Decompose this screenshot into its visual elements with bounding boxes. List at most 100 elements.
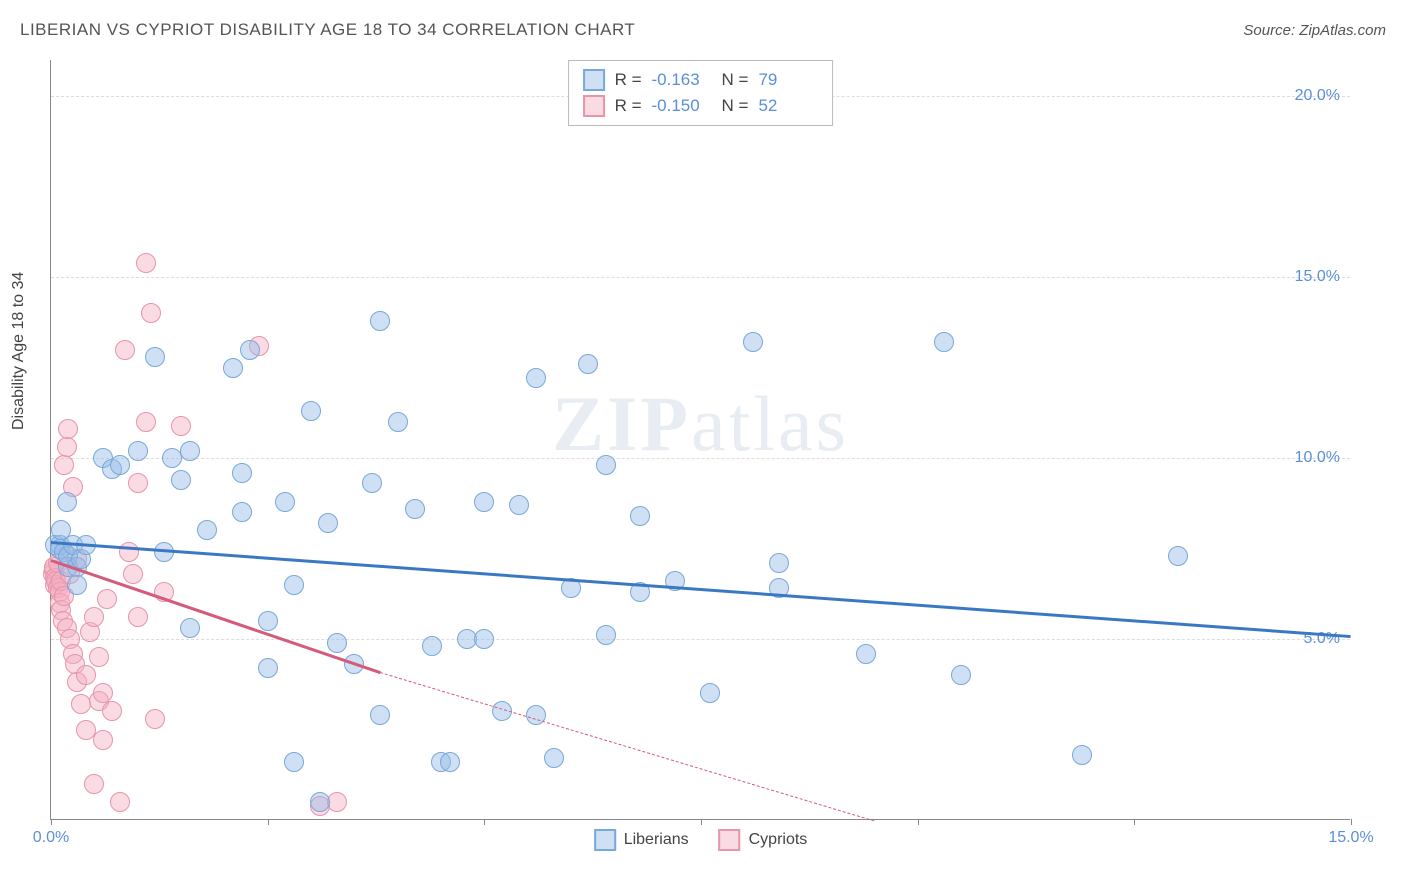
n-label: N = [722, 70, 749, 90]
swatch-cypriots [583, 95, 605, 117]
data-point-liberians [405, 499, 425, 519]
data-point-liberians [232, 463, 252, 483]
data-point-liberians [180, 618, 200, 638]
data-point-liberians [275, 492, 295, 512]
data-point-liberians [284, 752, 304, 772]
data-point-cypriots [128, 473, 148, 493]
data-point-liberians [145, 347, 165, 367]
x-tick-mark [918, 819, 919, 825]
data-point-liberians [630, 506, 650, 526]
data-point-cypriots [93, 730, 113, 750]
swatch-cypriots [719, 829, 741, 851]
swatch-liberians [594, 829, 616, 851]
data-point-cypriots [93, 683, 113, 703]
data-point-liberians [1168, 546, 1188, 566]
n-value-liberians: 79 [758, 70, 818, 90]
data-point-liberians [128, 441, 148, 461]
data-point-liberians [197, 520, 217, 540]
data-point-liberians [856, 644, 876, 664]
x-tick-mark [1134, 819, 1135, 825]
data-point-cypriots [84, 774, 104, 794]
source-attribution: Source: ZipAtlas.com [1243, 22, 1386, 39]
data-point-cypriots [76, 665, 96, 685]
data-point-cypriots [110, 792, 130, 812]
data-point-cypriots [58, 419, 78, 439]
chart-header: LIBERIAN VS CYPRIOT DISABILITY AGE 18 TO… [20, 20, 1386, 40]
data-point-liberians [240, 340, 260, 360]
data-point-liberians [327, 633, 347, 653]
watermark-text: ZIPatlas [552, 379, 849, 469]
data-point-liberians [310, 792, 330, 812]
x-tick-mark [268, 819, 269, 825]
chart-title: LIBERIAN VS CYPRIOT DISABILITY AGE 18 TO… [20, 20, 635, 40]
data-point-cypriots [97, 589, 117, 609]
data-point-liberians [440, 752, 460, 772]
data-point-liberians [474, 629, 494, 649]
data-point-cypriots [145, 709, 165, 729]
data-point-liberians [474, 492, 494, 512]
data-point-liberians [284, 575, 304, 595]
legend-item-cypriots: Cypriots [719, 829, 808, 851]
y-axis-label: Disability Age 18 to 34 [10, 272, 28, 430]
data-point-cypriots [136, 412, 156, 432]
data-point-liberians [301, 401, 321, 421]
data-point-liberians [743, 332, 763, 352]
scatter-chart: ZIPatlas R = -0.163 N = 79 R = -0.150 N … [50, 60, 1350, 820]
x-tick-label: 15.0% [1328, 829, 1373, 847]
data-point-liberians [370, 705, 390, 725]
data-point-liberians [180, 441, 200, 461]
data-point-liberians [370, 311, 390, 331]
data-point-liberians [67, 575, 87, 595]
data-point-liberians [362, 473, 382, 493]
data-point-liberians [509, 495, 529, 515]
series-legend: Liberians Cypriots [594, 829, 808, 851]
data-point-liberians [110, 455, 130, 475]
x-tick-mark [484, 819, 485, 825]
trend-line-cypriots-extrapolated [380, 672, 874, 821]
y-tick-label: 10.0% [1295, 449, 1340, 467]
r-value-liberians: -0.163 [652, 70, 712, 90]
data-point-liberians [596, 455, 616, 475]
data-point-liberians [578, 354, 598, 374]
data-point-cypriots [54, 455, 74, 475]
source-name: ZipAtlas.com [1299, 22, 1386, 39]
x-tick-mark [51, 819, 52, 825]
data-point-cypriots [141, 303, 161, 323]
watermark-atlas: atlas [691, 380, 849, 467]
data-point-cypriots [136, 253, 156, 273]
data-point-liberians [57, 492, 77, 512]
data-point-liberians [951, 665, 971, 685]
data-point-cypriots [171, 416, 191, 436]
data-point-cypriots [327, 792, 347, 812]
data-point-liberians [422, 636, 442, 656]
data-point-cypriots [102, 701, 122, 721]
data-point-liberians [934, 332, 954, 352]
y-tick-label: 15.0% [1295, 268, 1340, 286]
data-point-liberians [769, 553, 789, 573]
watermark-zip: ZIP [552, 380, 691, 467]
data-point-liberians [1072, 745, 1092, 765]
legend-row-liberians: R = -0.163 N = 79 [583, 67, 819, 93]
data-point-liberians [232, 502, 252, 522]
data-point-liberians [526, 368, 546, 388]
data-point-liberians [700, 683, 720, 703]
trend-line-liberians [51, 541, 1351, 638]
data-point-liberians [258, 658, 278, 678]
swatch-liberians [583, 69, 605, 91]
legend-item-liberians: Liberians [594, 829, 689, 851]
legend-label-liberians: Liberians [624, 831, 689, 849]
data-point-cypriots [128, 607, 148, 627]
data-point-cypriots [57, 437, 77, 457]
data-point-liberians [318, 513, 338, 533]
gridline [51, 458, 1350, 459]
legend-row-cypriots: R = -0.150 N = 52 [583, 93, 819, 119]
n-label: N = [722, 96, 749, 116]
x-tick-mark [701, 819, 702, 825]
source-prefix: Source: [1243, 22, 1299, 39]
data-point-cypriots [115, 340, 135, 360]
data-point-liberians [596, 625, 616, 645]
r-value-cypriots: -0.150 [652, 96, 712, 116]
x-tick-label: 0.0% [33, 829, 69, 847]
y-tick-label: 20.0% [1295, 87, 1340, 105]
gridline [51, 639, 1350, 640]
